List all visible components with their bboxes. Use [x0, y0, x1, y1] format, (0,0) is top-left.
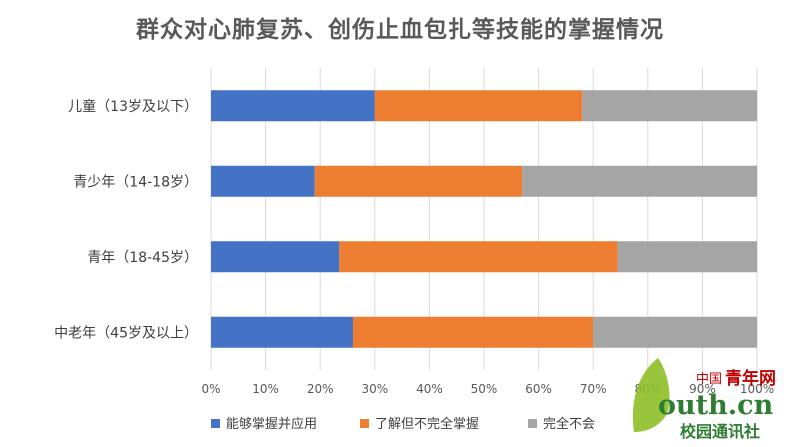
watermark-domain: outh.cn	[658, 390, 774, 421]
bar-segment	[211, 316, 353, 348]
ginkgo-leaf-icon	[632, 358, 670, 432]
legend-swatch	[360, 419, 369, 428]
x-tick-label: 30%	[361, 382, 388, 396]
youth-cn-watermark: 中国 青年网 outh.cn 校园通讯社	[632, 358, 776, 441]
watermark-brand: 青年网	[725, 368, 776, 389]
category-label: 儿童（13岁及以下）	[68, 98, 198, 115]
x-tick-label: 0%	[201, 382, 220, 396]
legend: 能够掌握并应用 了解但不完全掌握 完全不会	[211, 416, 595, 432]
legend-label: 完全不会	[543, 416, 595, 432]
category-labels: 儿童（13岁及以下） 青少年（14-18岁） 青年（18-45岁） 中老年（45岁及以…	[54, 98, 198, 342]
x-tick-label: 70%	[580, 382, 607, 396]
bar-segment	[352, 316, 594, 348]
bar-segment	[314, 165, 523, 197]
bars	[211, 90, 757, 348]
category-label: 中老年（45岁及以上）	[54, 325, 198, 341]
x-tick-label: 10%	[252, 382, 279, 396]
watermark-cn: 中国	[696, 372, 722, 387]
legend-swatch	[211, 419, 220, 428]
bar-segment	[593, 316, 757, 348]
bar-segment	[211, 241, 340, 273]
x-tick-label: 50%	[471, 382, 498, 396]
bar-segment	[374, 90, 583, 122]
category-label: 青年（18-45岁）	[87, 250, 198, 266]
bar-segment	[582, 90, 757, 122]
bar-segment	[617, 241, 757, 273]
legend-label: 了解但不完全掌握	[375, 416, 479, 432]
x-tick-label: 20%	[307, 382, 334, 396]
watermark-subtitle: 校园通讯社	[680, 422, 760, 441]
x-tick-label: 90%	[689, 382, 716, 396]
chart-title: 群众对心肺复苏、创伤止血包扎等技能的掌握情况	[136, 17, 664, 43]
category-label: 青少年（14-18岁）	[73, 174, 198, 190]
bar-segment	[522, 165, 757, 197]
bar-segment	[211, 165, 315, 197]
bar-segment	[211, 90, 375, 122]
x-tick-label: 40%	[416, 382, 443, 396]
x-tick-label: 60%	[525, 382, 552, 396]
x-tick-label: 100%	[740, 382, 774, 396]
legend-label: 能够掌握并应用	[226, 416, 317, 432]
bar-segment	[339, 241, 618, 273]
legend-swatch	[528, 419, 537, 428]
